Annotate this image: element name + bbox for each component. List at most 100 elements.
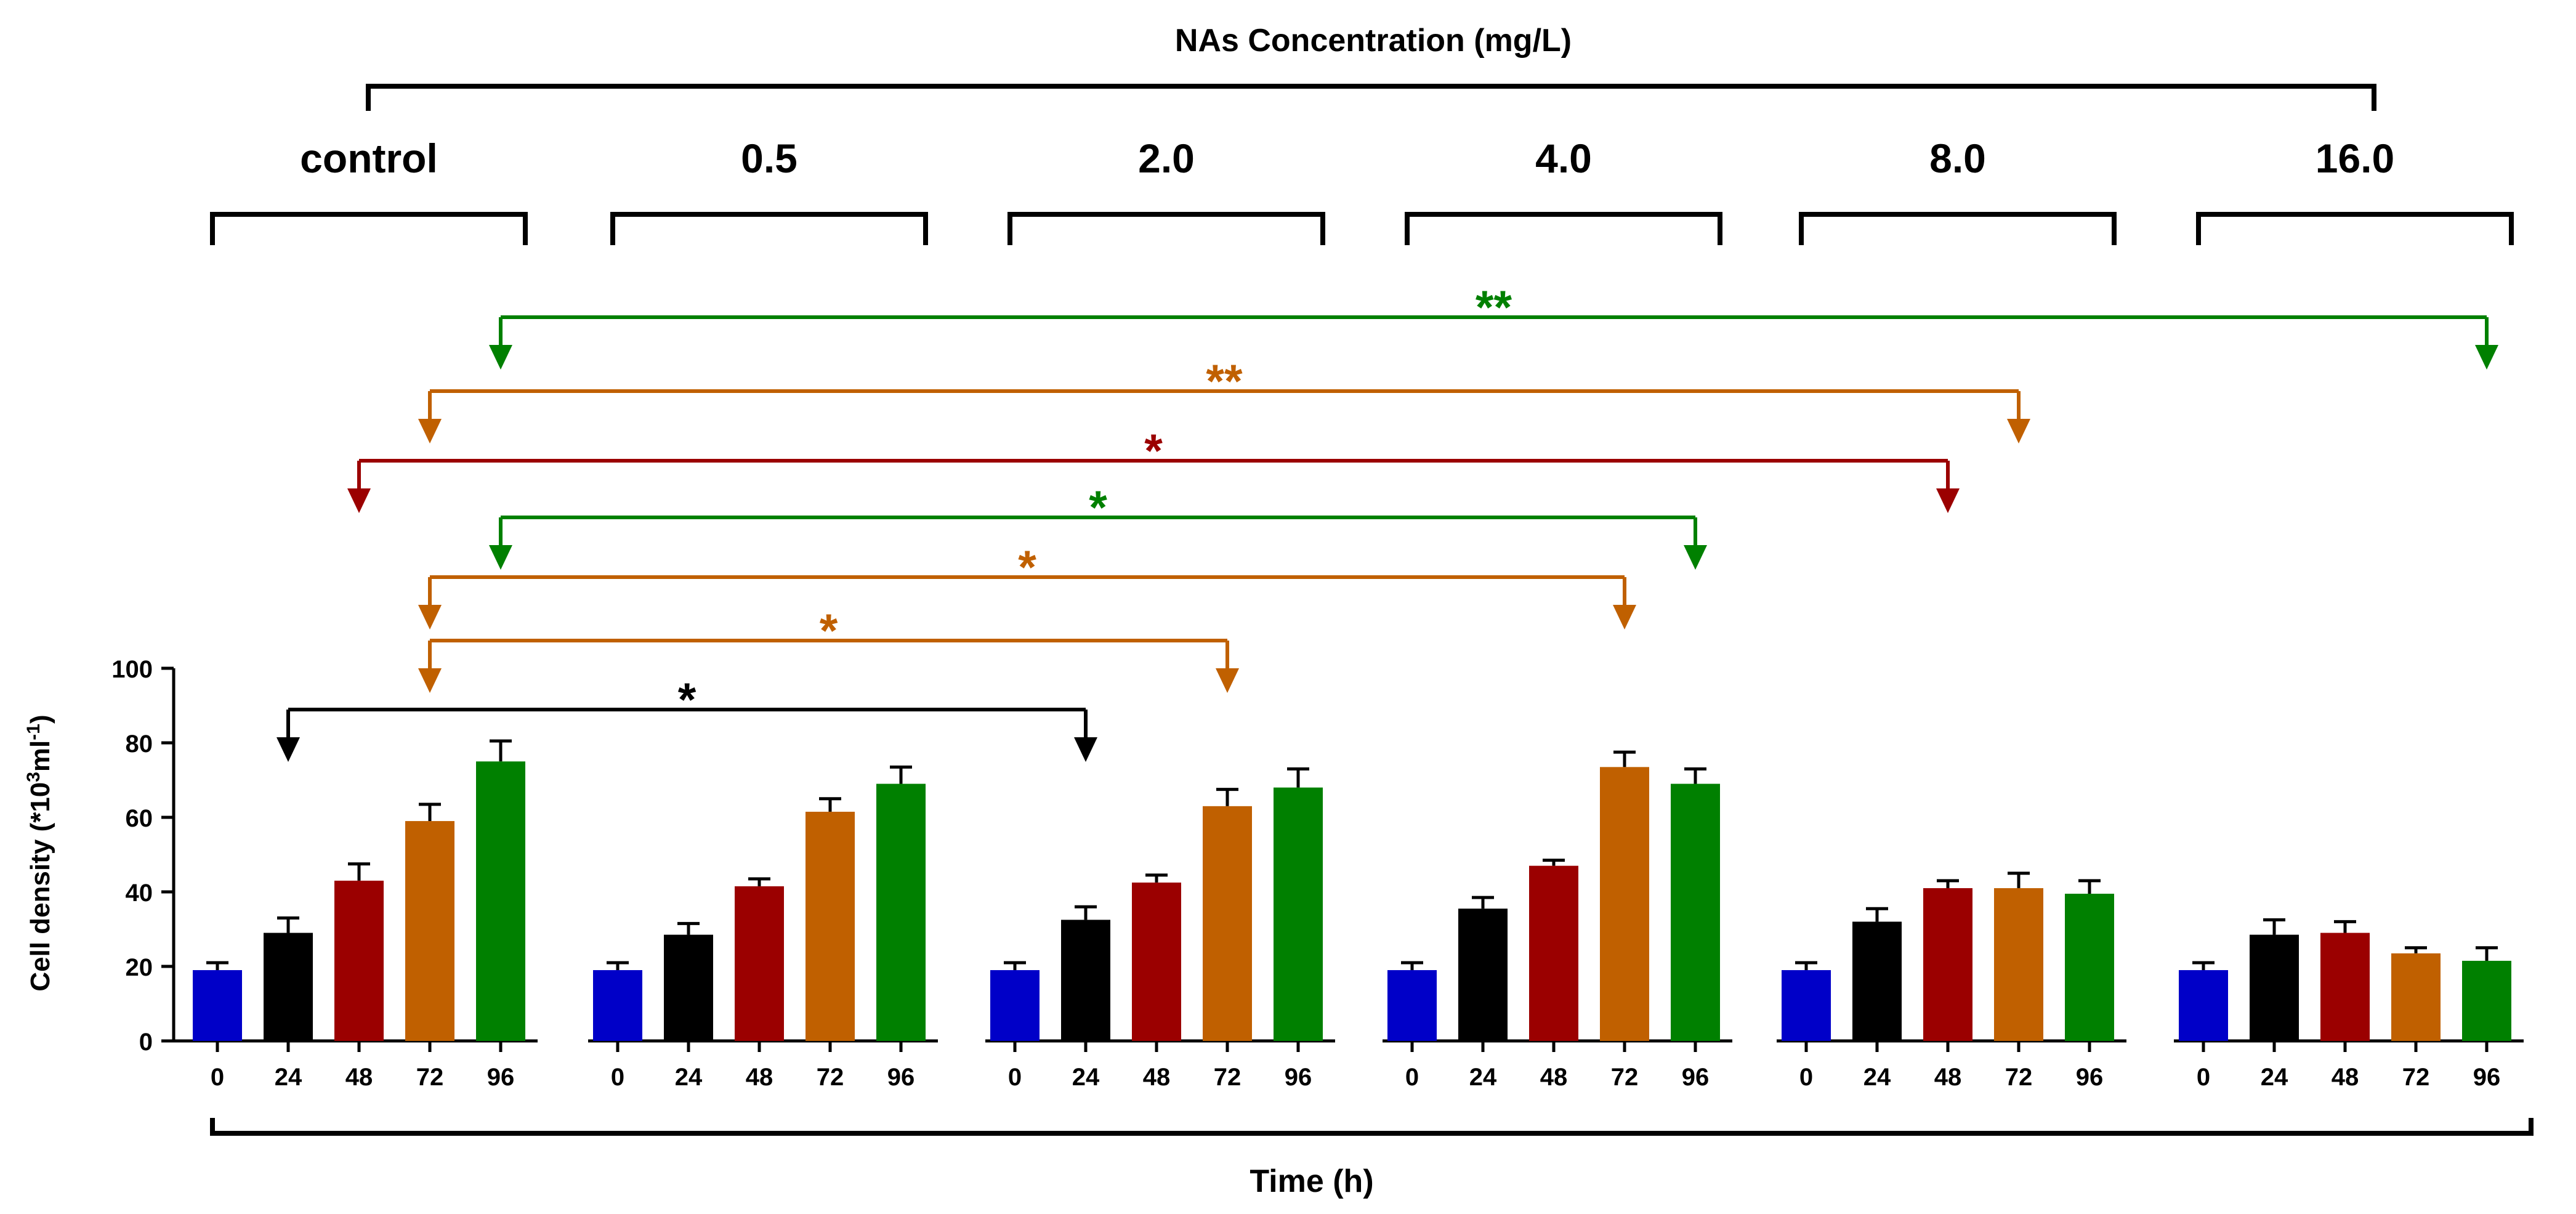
bar — [264, 933, 313, 1041]
significance-label: * — [678, 674, 696, 726]
x-tick-label: 96 — [1285, 1064, 1312, 1091]
bar — [2250, 934, 2299, 1041]
y-tick-label: 100 — [111, 656, 153, 683]
x-tick-label: 0 — [611, 1064, 624, 1091]
x-tick-label: 0 — [1008, 1064, 1022, 1091]
x-tick-label: 24 — [1469, 1064, 1497, 1091]
x-tick-label: 24 — [275, 1064, 302, 1091]
bar — [1203, 806, 1252, 1041]
group-bracket — [610, 212, 928, 245]
group-bracket — [210, 212, 528, 245]
significance-label: ** — [1206, 355, 1243, 408]
y-tick-label: 20 — [126, 954, 153, 981]
y-axis-ticks: 0 20 40 60 80 100 — [111, 656, 176, 1056]
x-tick-label: 72 — [817, 1064, 844, 1091]
bar — [1529, 865, 1578, 1041]
bar — [1061, 920, 1110, 1041]
comparison-arrowhead — [1684, 545, 1707, 570]
x-tick-label: 72 — [416, 1064, 444, 1091]
group-label: 0.5 — [741, 136, 797, 181]
bar — [1387, 970, 1437, 1041]
bar-groups: 0 24 48 72 96 0 24 48 72 96 0 24 48 72 96 0 24 48 72 96 0 24 4… — [174, 739, 2524, 1091]
x-tick-label: 48 — [2332, 1064, 2359, 1091]
y-tick-label: 80 — [126, 730, 153, 758]
group-label: 4.0 — [1535, 136, 1592, 181]
bar — [405, 821, 454, 1041]
group-bracket — [2196, 212, 2514, 245]
bar — [2462, 960, 2511, 1041]
x-tick-label: 96 — [887, 1064, 915, 1091]
x-tick-label: 24 — [1863, 1064, 1891, 1091]
bar — [735, 886, 784, 1041]
comparison-arrowhead — [418, 668, 442, 693]
group-brackets: control 0.5 2.0 4.0 8.0 16.0 — [210, 84, 2534, 1136]
x-tick-label: 0 — [1799, 1064, 1813, 1091]
y-label-sup2: -1 — [23, 724, 44, 740]
x-tick-label: 0 — [2197, 1064, 2210, 1091]
y-label-main: Cell density (*10 — [25, 782, 55, 992]
x-axis-label: Time (h) — [1250, 1163, 1373, 1199]
y-tick-label: 40 — [126, 880, 153, 907]
comparison-arrowhead — [1074, 737, 1097, 762]
significance-label: * — [1144, 425, 1163, 477]
bar — [806, 811, 855, 1041]
x-tick-label: 72 — [2402, 1064, 2430, 1091]
x-tick-label: 96 — [487, 1064, 515, 1091]
bar — [1458, 908, 1508, 1041]
bar — [1132, 882, 1181, 1041]
bar — [1994, 888, 2043, 1041]
y-label-mid: ml — [25, 740, 55, 772]
comparison-arrowhead — [347, 488, 371, 513]
bar — [1274, 787, 1323, 1041]
group-bracket — [1405, 212, 1722, 245]
bar — [664, 934, 713, 1041]
significance-label: * — [1018, 541, 1036, 594]
x-tick-label: 0 — [211, 1064, 224, 1091]
comparison-arrowhead — [418, 419, 442, 443]
x-tick-label: 96 — [1682, 1064, 1710, 1091]
x-tick-label: 48 — [1540, 1064, 1568, 1091]
bar — [990, 970, 1040, 1041]
x-tick-label: 48 — [1934, 1064, 1962, 1091]
x-tick-label: 24 — [675, 1064, 703, 1091]
comparison-arrowhead — [489, 545, 512, 570]
bar — [193, 970, 242, 1041]
bar — [1600, 767, 1649, 1041]
comparison-arrowhead — [1936, 488, 1960, 513]
bar — [476, 761, 525, 1041]
bar — [593, 970, 642, 1041]
group-bracket — [1799, 212, 2117, 245]
comparison-arrowhead — [2007, 419, 2030, 443]
x-tick-label: 72 — [1214, 1064, 1242, 1091]
bar — [2179, 970, 2228, 1041]
significance-label: * — [1089, 482, 1107, 534]
bar — [876, 783, 926, 1041]
x-tick-label: 24 — [1072, 1064, 1100, 1091]
x-tick-label: 24 — [2261, 1064, 2288, 1091]
x-tick-label: 0 — [1405, 1064, 1419, 1091]
y-label-end: ) — [25, 714, 55, 724]
comparison-arrowhead — [489, 345, 512, 370]
bar — [2391, 953, 2441, 1041]
group-label: 8.0 — [1929, 136, 1986, 181]
y-tick-label: 60 — [126, 805, 153, 832]
bar — [1923, 888, 1972, 1041]
comparison-arrowhead — [418, 605, 442, 629]
significance-comparisons: ********* — [277, 281, 2498, 762]
comparison-arrowhead — [277, 737, 300, 762]
y-axis-label: Cell density (*103ml-1) — [23, 714, 56, 991]
bar — [1852, 921, 1902, 1041]
group-bracket — [1007, 212, 1325, 245]
significance-label: ** — [1476, 281, 1512, 334]
significance-label: * — [820, 605, 838, 657]
group-label: 2.0 — [1138, 136, 1195, 181]
comparison-arrowhead — [1613, 605, 1636, 629]
comparison-arrowhead — [2475, 345, 2498, 370]
bar — [334, 880, 384, 1041]
comparison-arrowhead — [1216, 668, 1239, 693]
x-tick-label: 72 — [1611, 1064, 1639, 1091]
time-bracket — [210, 1118, 2534, 1136]
concentration-bracket — [366, 84, 2376, 111]
x-tick-label: 96 — [2473, 1064, 2501, 1091]
